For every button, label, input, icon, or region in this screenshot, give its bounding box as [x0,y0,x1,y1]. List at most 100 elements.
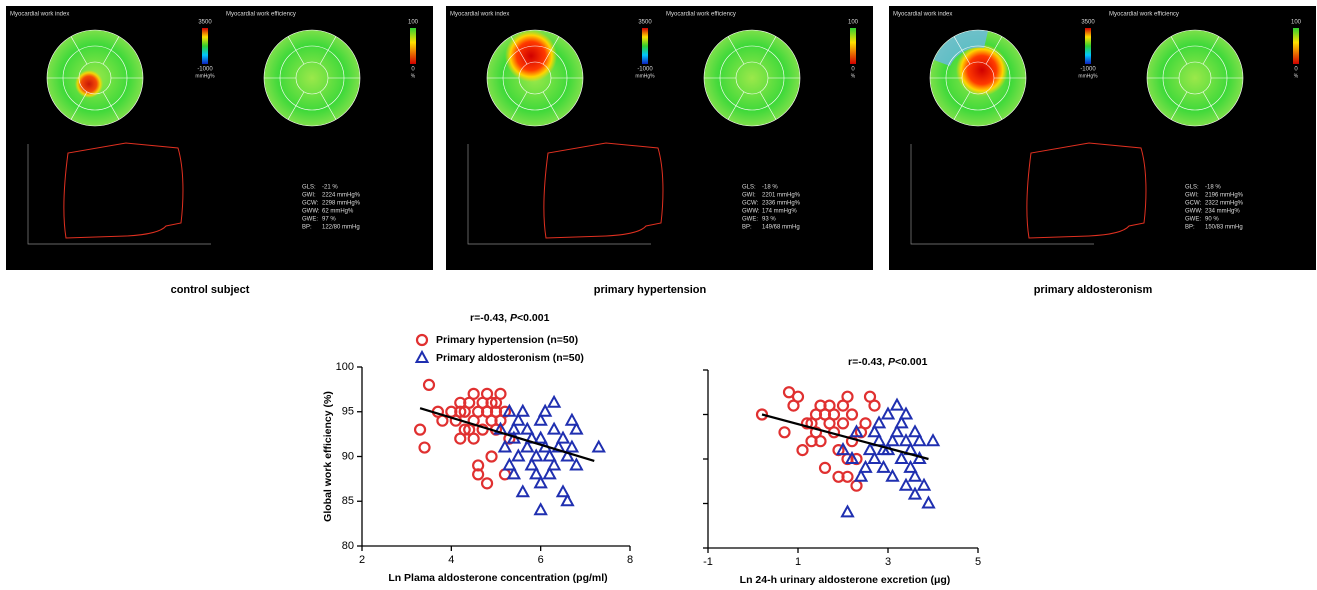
y-axis-label: Global work efficiency (%) [322,391,334,522]
stat-label: GWI: [1185,193,1199,199]
stat-label: GLS: [1185,185,1199,191]
data-point [852,481,862,491]
stat-value: 2201 mmHg% [762,193,801,199]
data-point [549,397,560,407]
stat-label: BP: [742,225,752,231]
panel-caption: primary hypertension [594,284,707,296]
data-point [593,442,604,452]
stat-value: -21 % [322,185,338,191]
data-point [861,418,871,428]
stat-value: -18 % [1205,185,1221,191]
stat-label: GCW: [302,201,319,207]
data-point [838,418,848,428]
color-bar-label: % [411,73,416,79]
color-bar-label: % [1294,73,1299,79]
data-point [780,427,790,437]
panel-title: Myocardial work efficiency [1109,12,1179,18]
bullseye-hotspot [505,30,557,82]
stat-value: 174 mmHg% [762,209,797,215]
data-point [437,416,447,426]
color-bar-label: -1000 [197,67,213,73]
stat-label: BP: [1185,225,1195,231]
color-bar [410,28,416,64]
y-tick-label: 95 [342,406,354,418]
legend-marker [417,335,427,345]
color-bar-label: -1000 [637,67,653,73]
annotation: r=-0.43, P<0.001 [470,312,550,324]
x-tick-label: 4 [448,554,454,566]
color-bar [642,28,648,64]
x-axis-label: Ln Plama aldosterone concentration (pg/m… [388,572,607,584]
y-tick-label: 85 [342,495,354,507]
x-tick-label: 6 [538,554,544,566]
color-bar-label: mmHg% [1078,73,1098,79]
y-tick-label: 90 [342,450,354,462]
color-bar-label: 3500 [638,20,652,26]
annotation-part: <0.001 [517,312,550,324]
annotation-part: r=-0.43, [848,356,888,368]
figure: Myocardial work index Myocardial work eff… [0,0,1317,590]
x-tick-label: 2 [359,554,365,566]
data-point [870,401,880,411]
data-point [842,506,853,516]
color-bar-label: 100 [848,20,859,26]
stat-label: GWW: [1185,209,1203,215]
color-bar-label: 3500 [1081,20,1095,26]
stat-value: 93 % [762,217,776,223]
x-tick-label: 8 [627,554,633,566]
panel-title: Myocardial work efficiency [666,12,736,18]
stat-label: GWE: [1185,217,1201,223]
stat-value: 149/68 mmHg [762,225,800,231]
data-point [793,392,803,402]
stat-label: GWW: [742,209,760,215]
stat-value: -18 % [762,185,778,191]
stat-value: 90 % [1205,217,1219,223]
color-bar-label: % [851,73,856,79]
stat-label: GWI: [302,193,316,199]
color-bar-label: 3500 [198,20,212,26]
annotation: r=-0.43, P<0.001 [848,356,928,368]
color-bar-label: 100 [408,20,419,26]
panel-title: Myocardial work index [893,12,952,18]
color-bar-label: mmHg% [635,73,655,79]
stat-label: GWE: [742,217,758,223]
panel-caption: control subject [171,284,250,296]
legend-marker [417,352,428,362]
color-bar [850,28,856,64]
stat-value: 97 % [322,217,336,223]
annotation-part: r=-0.43, [470,312,510,324]
data-point [847,410,857,420]
data-point [424,380,434,390]
stat-value: 2322 mmHg% [1205,201,1244,207]
data-point [928,435,939,445]
legend-label: Primary aldosteronism (n=50) [436,352,584,364]
panel-title: Myocardial work index [10,12,69,18]
stat-value: 62 mmHg% [322,209,354,215]
data-point [798,445,808,455]
stat-label: GWI: [742,193,756,199]
data-point [415,425,425,435]
color-bar-label: -1000 [1080,67,1096,73]
color-bar [1293,28,1299,64]
annotation-part: <0.001 [895,356,928,368]
stat-value: 2224 mmHg% [322,193,361,199]
stat-value: 2336 mmHg% [762,201,801,207]
data-point [469,389,479,399]
data-point [923,498,934,508]
data-point [517,406,528,416]
stat-label: GCW: [742,201,759,207]
y-tick-label: 80 [342,540,354,552]
stat-label: GWW: [302,209,320,215]
stat-value: 150/83 mmHg [1205,225,1243,231]
x-tick-label: -1 [703,556,713,568]
data-point [420,443,430,453]
stat-label: GCW: [1185,201,1202,207]
y-tick-label: 100 [336,361,354,373]
panel-caption: primary aldosteronism [1034,284,1153,296]
legend-label: Primary hypertension (n=50) [436,334,578,346]
color-bar [202,28,208,64]
data-point [892,400,903,410]
stat-label: GLS: [742,185,756,191]
x-tick-label: 1 [795,556,801,568]
stat-value: 2298 mmHg% [322,201,361,207]
